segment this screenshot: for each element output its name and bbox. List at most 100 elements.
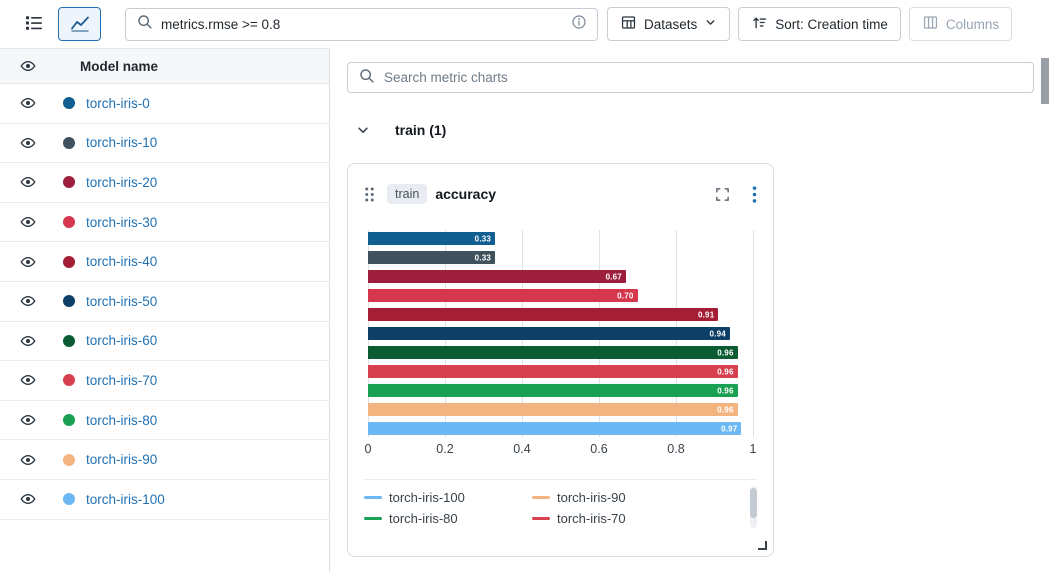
run-name-link[interactable]: torch-iris-20 bbox=[86, 174, 158, 190]
chart-view-button[interactable] bbox=[58, 7, 101, 41]
metric-group-tag: train bbox=[387, 184, 428, 204]
bar-plot: 0.33 0.33 0.67 0.70 0.91 0.94 0.96 0.96 bbox=[367, 230, 754, 437]
legend-area: torch-iris-100 torch-iris-90 torch-iris-… bbox=[364, 479, 757, 556]
collapse-section-chevron-icon[interactable] bbox=[356, 123, 370, 137]
runs-filter-input[interactable] bbox=[161, 16, 563, 32]
chart-search-box bbox=[347, 62, 1034, 93]
bar[interactable]: 0.96 bbox=[368, 403, 738, 416]
visibility-eye-icon[interactable] bbox=[20, 135, 36, 151]
bar-row: 0.33 bbox=[368, 251, 753, 264]
visibility-eye-icon[interactable] bbox=[20, 214, 36, 230]
run-row: torch-iris-20 bbox=[0, 163, 329, 203]
run-row: torch-iris-10 bbox=[0, 124, 329, 164]
legend-label: torch-iris-70 bbox=[557, 511, 626, 526]
datasets-button[interactable]: Datasets bbox=[607, 7, 731, 41]
chart-legend: torch-iris-100 torch-iris-90 torch-iris-… bbox=[364, 490, 757, 526]
bar[interactable]: 0.96 bbox=[368, 346, 738, 359]
run-color-dot bbox=[63, 176, 75, 189]
legend-swatch bbox=[532, 517, 550, 520]
bar[interactable]: 0.33 bbox=[368, 251, 496, 264]
bar-value-label: 0.33 bbox=[474, 234, 492, 243]
bar[interactable]: 0.94 bbox=[368, 327, 730, 340]
legend-item[interactable]: torch-iris-100 bbox=[364, 490, 532, 505]
x-tick-label: 0.2 bbox=[436, 442, 454, 456]
run-row: torch-iris-60 bbox=[0, 322, 329, 362]
run-color-dot bbox=[63, 295, 75, 308]
visibility-eye-icon[interactable] bbox=[20, 254, 36, 270]
run-name-link[interactable]: torch-iris-100 bbox=[86, 491, 165, 507]
visibility-eye-icon[interactable] bbox=[20, 491, 36, 507]
resize-handle[interactable] bbox=[758, 541, 767, 550]
bar-value-label: 0.33 bbox=[474, 253, 492, 262]
bar-value-label: 0.96 bbox=[717, 348, 734, 357]
metric-chart-card: train accuracy 0.33 bbox=[347, 163, 774, 557]
legend-item[interactable]: torch-iris-70 bbox=[532, 511, 735, 526]
run-name-link[interactable]: torch-iris-70 bbox=[86, 372, 158, 388]
list-icon bbox=[24, 13, 44, 36]
run-list: torch-iris-0 torch-iris-10 torch-iris-20… bbox=[0, 84, 329, 520]
toggle-all-visibility-eye-icon[interactable] bbox=[20, 58, 36, 74]
sort-button[interactable]: Sort: Creation time bbox=[738, 7, 901, 41]
run-row: torch-iris-80 bbox=[0, 401, 329, 441]
visibility-eye-icon[interactable] bbox=[20, 412, 36, 428]
chart-title: accuracy bbox=[435, 186, 497, 202]
legend-scrollbar[interactable] bbox=[750, 486, 757, 528]
bar[interactable]: 0.67 bbox=[368, 270, 626, 283]
bar[interactable]: 0.91 bbox=[368, 308, 719, 321]
bar[interactable]: 0.33 bbox=[368, 232, 496, 245]
x-tick-label: 1 bbox=[749, 442, 757, 456]
legend-item[interactable]: torch-iris-80 bbox=[364, 511, 532, 526]
bar-value-label: 0.70 bbox=[617, 291, 634, 300]
visibility-eye-icon[interactable] bbox=[20, 452, 36, 468]
panel-scrollbar-thumb[interactable] bbox=[1041, 58, 1049, 104]
run-name-link[interactable]: torch-iris-50 bbox=[86, 293, 158, 309]
chart-search-input[interactable] bbox=[384, 70, 1023, 85]
run-color-dot bbox=[63, 136, 75, 149]
bar-row: 0.70 bbox=[368, 289, 753, 302]
run-row: torch-iris-40 bbox=[0, 242, 329, 282]
run-row: torch-iris-100 bbox=[0, 480, 329, 520]
bar-row: 0.97 bbox=[368, 422, 753, 435]
visibility-eye-icon[interactable] bbox=[20, 372, 36, 388]
run-name-link[interactable]: torch-iris-30 bbox=[86, 214, 158, 230]
run-name-link[interactable]: torch-iris-0 bbox=[86, 95, 150, 111]
run-name-link[interactable]: torch-iris-80 bbox=[86, 412, 158, 428]
charts-panel: train (1) train accuracy bbox=[330, 48, 1049, 572]
model-name-header-label: Model name bbox=[80, 58, 159, 74]
x-tick-label: 0.4 bbox=[513, 442, 531, 456]
sort-icon bbox=[751, 14, 768, 34]
chart-card-header: train accuracy bbox=[364, 181, 757, 207]
legend-scrollbar-thumb[interactable] bbox=[750, 488, 757, 518]
list-view-button[interactable] bbox=[12, 7, 55, 41]
run-name-link[interactable]: torch-iris-90 bbox=[86, 452, 158, 468]
run-row: torch-iris-70 bbox=[0, 361, 329, 401]
bar[interactable]: 0.70 bbox=[368, 289, 638, 302]
legend-item[interactable]: torch-iris-90 bbox=[532, 490, 735, 505]
bar-value-label: 0.96 bbox=[717, 367, 734, 376]
expand-chart-icon[interactable] bbox=[715, 187, 730, 202]
bar[interactable]: 0.96 bbox=[368, 365, 738, 378]
run-color-dot bbox=[63, 255, 75, 268]
toolbar: Datasets Sort: Creation time Columns bbox=[0, 0, 1049, 48]
run-color-dot bbox=[63, 493, 75, 506]
run-name-link[interactable]: torch-iris-40 bbox=[86, 254, 158, 270]
columns-button[interactable]: Columns bbox=[908, 7, 1013, 41]
bar[interactable]: 0.97 bbox=[368, 422, 742, 435]
run-list-header: Model name bbox=[0, 48, 329, 84]
bar[interactable]: 0.96 bbox=[368, 384, 738, 397]
run-color-dot bbox=[63, 334, 75, 347]
visibility-eye-icon[interactable] bbox=[20, 95, 36, 111]
legend-label: torch-iris-100 bbox=[389, 490, 465, 505]
bar-value-label: 0.97 bbox=[721, 424, 738, 433]
train-section-header: train (1) bbox=[347, 122, 1034, 138]
section-label: train (1) bbox=[395, 122, 447, 138]
visibility-eye-icon[interactable] bbox=[20, 293, 36, 309]
drag-handle-icon[interactable] bbox=[364, 186, 375, 203]
run-name-link[interactable]: torch-iris-10 bbox=[86, 135, 158, 151]
visibility-eye-icon[interactable] bbox=[20, 333, 36, 349]
search-icon bbox=[136, 13, 153, 35]
info-icon[interactable] bbox=[571, 14, 587, 35]
visibility-eye-icon[interactable] bbox=[20, 174, 36, 190]
kebab-menu-icon[interactable] bbox=[752, 185, 757, 203]
run-name-link[interactable]: torch-iris-60 bbox=[86, 333, 158, 349]
